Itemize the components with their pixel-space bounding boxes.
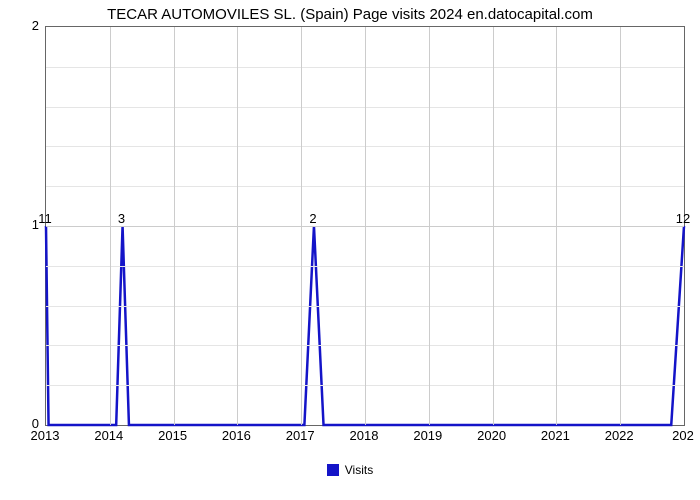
x-axis-tick-label: 2013 (31, 428, 60, 443)
grid-line-vertical (556, 27, 557, 425)
x-axis-tick-label: 2017 (286, 428, 315, 443)
chart-title: TECAR AUTOMOVILES SL. (Spain) Page visit… (0, 6, 700, 23)
legend-label: Visits (345, 463, 373, 477)
x-axis-tick-label: 2021 (541, 428, 570, 443)
grid-line-vertical (174, 27, 175, 425)
legend-swatch-icon (327, 464, 339, 476)
data-label: 3 (118, 211, 125, 226)
x-axis-tick-label: 2019 (413, 428, 442, 443)
data-label: 12 (676, 211, 690, 226)
x-axis-tick-label: 2016 (222, 428, 251, 443)
x-axis-tick-label: 2015 (158, 428, 187, 443)
y-axis-tick-label: 1 (9, 217, 39, 232)
legend: Visits (0, 462, 700, 477)
x-axis-tick-label: 2014 (94, 428, 123, 443)
grid-line-vertical (237, 27, 238, 425)
grid-line-vertical (365, 27, 366, 425)
x-axis-tick-label: 2018 (350, 428, 379, 443)
data-label: 2 (309, 211, 316, 226)
x-axis-tick-label: 2022 (605, 428, 634, 443)
grid-line-vertical (429, 27, 430, 425)
grid-line-vertical (620, 27, 621, 425)
plot-area (45, 26, 685, 426)
chart-container: TECAR AUTOMOVILES SL. (Spain) Page visit… (0, 0, 700, 500)
y-axis-tick-label: 2 (9, 18, 39, 33)
data-label: 11 (38, 211, 52, 226)
grid-line-vertical (301, 27, 302, 425)
x-axis-tick-label: 2020 (477, 428, 506, 443)
grid-line-vertical (110, 27, 111, 425)
x-axis-tick-label: 202 (672, 428, 694, 443)
grid-line-vertical (493, 27, 494, 425)
